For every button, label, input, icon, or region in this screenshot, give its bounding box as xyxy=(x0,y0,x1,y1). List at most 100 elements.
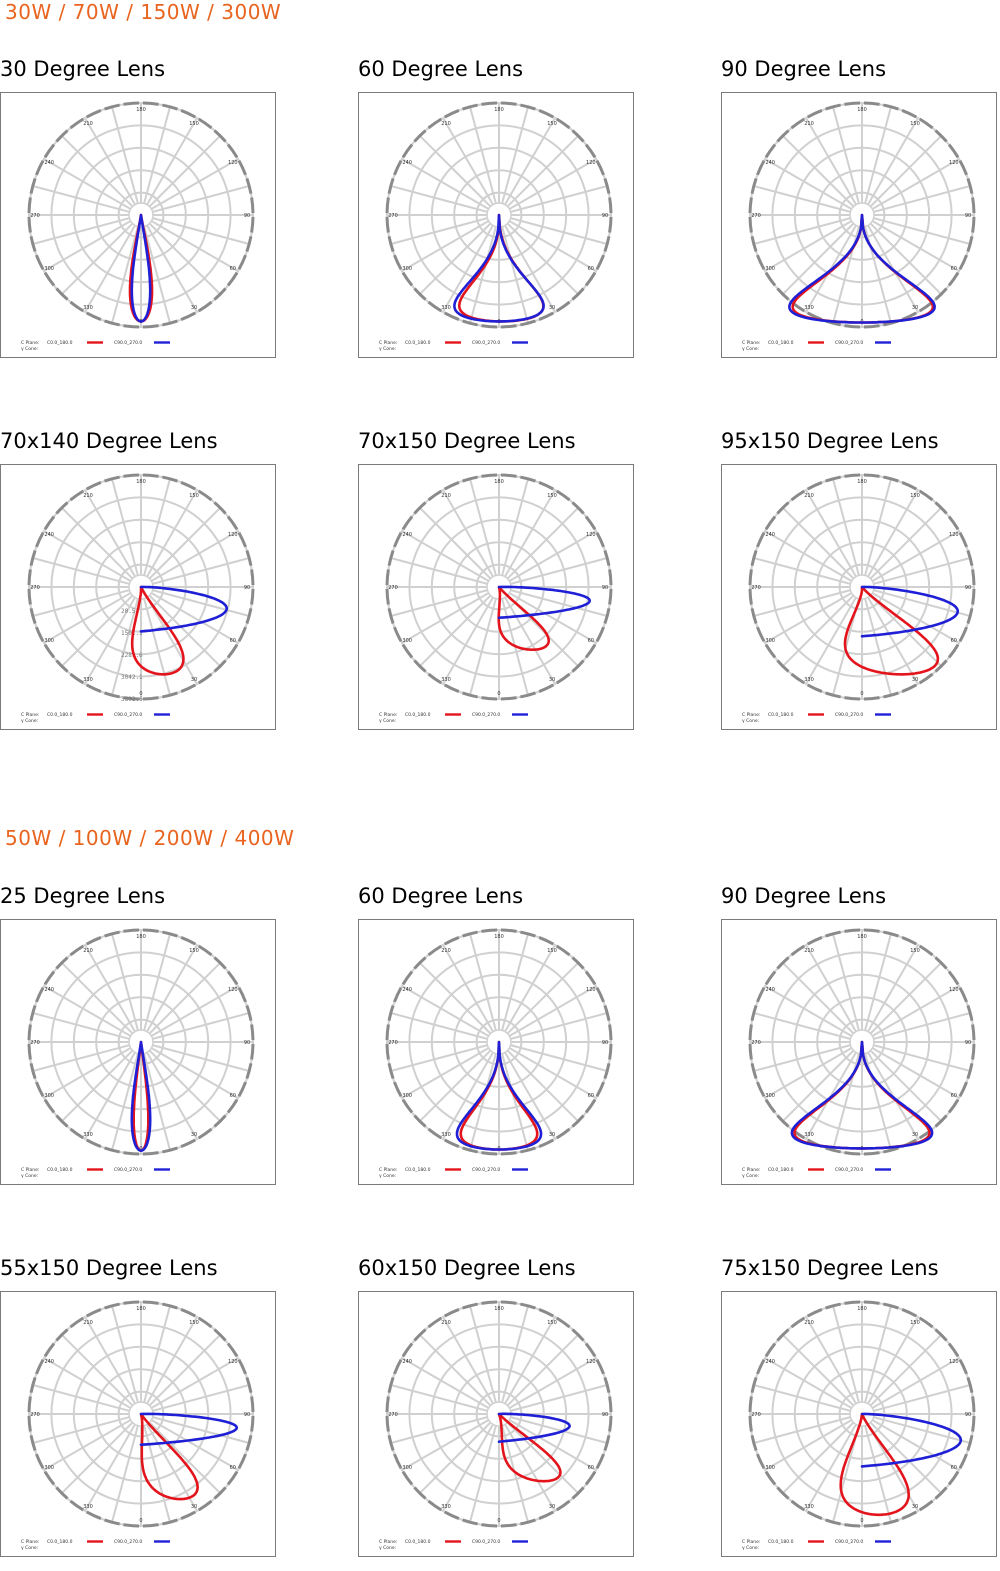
outer-ring-segment xyxy=(69,1316,85,1329)
outer-ring-segment xyxy=(571,956,585,970)
outer-ring-segment xyxy=(918,117,934,130)
outer-ring-segment xyxy=(538,1138,555,1148)
grid-spoke xyxy=(869,507,942,580)
outer-ring-segment xyxy=(413,1486,427,1500)
outer-ring-segment xyxy=(571,1486,585,1500)
angle-label: 240 xyxy=(765,987,775,993)
grid-spoke xyxy=(61,1049,134,1122)
angle-label: 300 xyxy=(402,266,412,272)
angle-label: 30 xyxy=(191,1504,197,1510)
grid-spoke xyxy=(390,185,488,213)
legend-series-name: C0.0_180.0 xyxy=(768,712,794,718)
lens-title: 25 Degree Lens xyxy=(0,884,166,908)
legend-c-plane-label: C Plane: xyxy=(21,712,39,718)
grid-spoke xyxy=(764,1047,853,1099)
grid-spoke xyxy=(508,220,597,272)
outer-ring-segment xyxy=(104,691,120,699)
outer-ring-segment xyxy=(500,1300,517,1305)
grid-spoke xyxy=(864,1305,892,1403)
outer-ring-segment xyxy=(584,1342,597,1358)
grid-spoke xyxy=(504,117,556,206)
grid-spoke xyxy=(871,592,960,644)
angle-label: 210 xyxy=(804,493,814,499)
c90-curve xyxy=(860,1412,963,1468)
outer-ring-segment xyxy=(85,1138,102,1148)
angle-label: 330 xyxy=(83,1504,93,1510)
grid-spoke xyxy=(43,1357,132,1409)
grid-spoke xyxy=(504,1051,556,1140)
outer-ring-segment xyxy=(162,930,178,938)
angle-label: 270 xyxy=(30,1412,40,1418)
outer-ring-segment xyxy=(462,691,478,699)
outer-ring-segment xyxy=(901,683,918,693)
grid-spoke xyxy=(510,1012,608,1040)
grid-spoke xyxy=(506,135,579,208)
outer-ring-segment xyxy=(393,626,403,643)
outer-ring-segment xyxy=(844,101,861,106)
grid-spoke xyxy=(419,1049,492,1122)
outer-ring-segment xyxy=(443,683,460,693)
outer-ring-segment xyxy=(966,1005,974,1021)
outer-ring-segment xyxy=(35,159,45,176)
angle-label: 120 xyxy=(228,532,238,538)
angle-label: 60 xyxy=(588,1093,594,1099)
grid-spoke xyxy=(442,1051,494,1140)
grid-spoke xyxy=(510,589,608,617)
angle-label: 150 xyxy=(189,948,199,954)
angle-label: 0 xyxy=(860,691,863,697)
angle-label: 150 xyxy=(189,121,199,127)
angle-label: 90 xyxy=(602,585,608,591)
outer-ring-segment xyxy=(401,143,414,159)
grid-spoke xyxy=(150,530,239,582)
angle-label: 300 xyxy=(44,1465,54,1471)
grid-spoke xyxy=(401,985,490,1037)
outer-ring-segment xyxy=(966,550,974,566)
outer-ring-segment xyxy=(595,986,605,1003)
outer-ring-segment xyxy=(85,481,102,491)
angle-label: 330 xyxy=(441,1132,451,1138)
outer-ring-segment xyxy=(776,1114,790,1128)
outer-ring-segment xyxy=(863,324,880,329)
outer-ring-segment xyxy=(571,1328,585,1342)
outer-ring-segment xyxy=(85,936,102,946)
grid-spoke xyxy=(61,507,134,580)
grid-spoke xyxy=(84,224,136,313)
grid-spoke xyxy=(43,985,132,1037)
outer-ring-segment xyxy=(237,159,247,176)
outer-ring-segment xyxy=(69,489,85,502)
grid-spoke xyxy=(501,933,529,1031)
outer-ring-segment xyxy=(608,1024,613,1041)
outer-ring-segment xyxy=(245,550,253,566)
grid-spoke xyxy=(150,158,239,210)
legend-series-name: C0.0_180.0 xyxy=(768,1539,794,1545)
outer-ring-segment xyxy=(538,311,555,321)
angle-label: 90 xyxy=(244,1040,250,1046)
grid-spoke xyxy=(84,944,136,1033)
grid-spoke xyxy=(871,220,960,272)
outer-ring-segment xyxy=(197,1316,213,1329)
angle-label: 330 xyxy=(83,305,93,311)
lens-title: 60 Degree Lens xyxy=(358,57,524,81)
outer-ring-segment xyxy=(29,1005,37,1021)
outer-ring-segment xyxy=(104,475,120,483)
polar-chart-panel: 90 Degree Lens 180 150 120 90 60 30 0 330 300 270 2… xyxy=(721,56,999,358)
outer-ring-segment xyxy=(790,672,806,685)
grid-spoke xyxy=(84,489,136,578)
legend-c-plane-label: C Plane: xyxy=(742,340,760,346)
outer-ring-segment xyxy=(69,1499,85,1512)
outer-ring-segment xyxy=(748,1043,753,1060)
angle-label: 60 xyxy=(230,1465,236,1471)
angle-label: 30 xyxy=(549,305,555,311)
outer-ring-segment xyxy=(764,1470,777,1486)
angle-label: 240 xyxy=(402,532,412,538)
outer-ring-segment xyxy=(966,1063,974,1079)
grid-spoke xyxy=(111,106,139,204)
legend-series-name: C90.0_270.0 xyxy=(472,712,500,718)
outer-ring-segment xyxy=(790,489,806,502)
angle-label: 210 xyxy=(441,121,451,127)
outer-ring-segment xyxy=(971,216,976,233)
polar-chart-panel: 70x150 Degree Lens 180 150 120 90 60 30 0 330 300… xyxy=(358,428,636,730)
grid-spoke xyxy=(111,598,139,696)
outer-ring-segment xyxy=(226,515,239,531)
